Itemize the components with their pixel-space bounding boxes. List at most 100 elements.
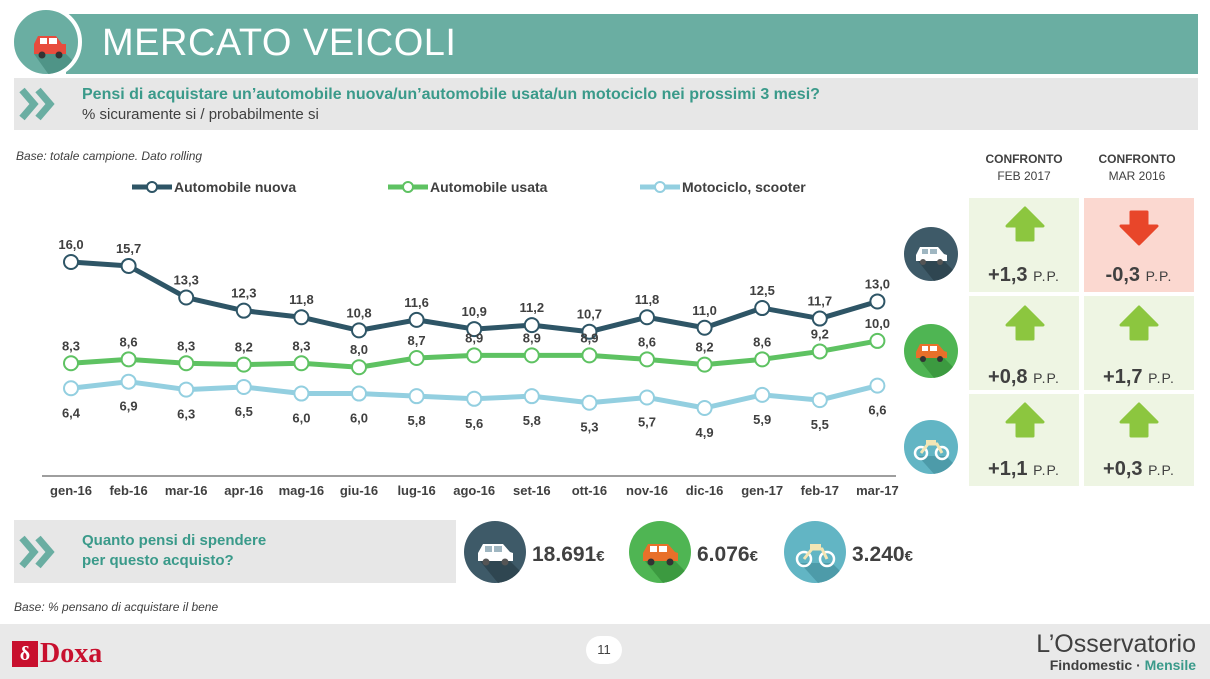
doxa-logo-mark: δ: [12, 641, 38, 667]
data-label: 5,5: [811, 417, 829, 432]
legend-item-automobile-usata: Automobile usata: [388, 178, 547, 196]
legend-swatch: [640, 181, 680, 193]
data-label: 16,0: [58, 237, 83, 252]
data-label: 5,7: [638, 414, 656, 429]
data-point: [120, 257, 137, 274]
x-tick-label: nov-16: [626, 483, 668, 498]
data-point: [120, 373, 137, 390]
car-icon: [10, 6, 82, 78]
series-line-0: [70, 259, 879, 335]
data-label: 8,3: [62, 338, 80, 353]
data-point: [869, 377, 886, 394]
osservatorio-logo-title: L’Osservatorio: [1036, 630, 1196, 658]
x-tick-label: dic-16: [686, 483, 724, 498]
data-label: 8,9: [523, 330, 541, 345]
x-tick-label: gen-17: [741, 483, 783, 498]
page-number: 11: [586, 636, 622, 664]
data-point: [811, 343, 828, 360]
legend-item-automobile-nuova: Automobile nuova: [132, 178, 296, 196]
data-label: 6,6: [868, 403, 886, 418]
data-label: 6,9: [120, 399, 138, 414]
chevron-double-right-icon: [19, 87, 55, 121]
question-subtitle: % sicuramente si / probabilmente si: [82, 106, 319, 123]
data-point: [581, 394, 598, 411]
arrow-up-icon: [1005, 206, 1045, 242]
data-point: [696, 319, 713, 336]
data-point: [466, 390, 483, 407]
data-label: 11,8: [635, 292, 660, 307]
car-icon: [904, 227, 958, 281]
title-banner: MERCATO VEICOLI: [66, 14, 1198, 74]
data-label: 6,3: [177, 407, 195, 422]
data-label: 15,7: [116, 241, 141, 256]
data-point: [293, 309, 310, 326]
series-line-2: [70, 379, 879, 411]
x-tick-label: mar-17: [856, 483, 899, 498]
legend-label: Motociclo, scooter: [682, 179, 806, 195]
x-tick-label: set-16: [513, 483, 551, 498]
data-point: [120, 351, 137, 368]
data-label: 6,4: [62, 405, 81, 420]
footer: δ Doxa 11 L’Osservatorio Findomestic · M…: [0, 624, 1210, 679]
data-point: [639, 351, 655, 368]
legend-label: Automobile usata: [430, 179, 548, 195]
arrow-down-icon: [1119, 210, 1159, 246]
x-tick-label: gen-16: [50, 483, 92, 498]
spending-value-motorcycle: 3.240€: [852, 543, 913, 566]
data-point: [639, 309, 655, 326]
data-point: [639, 389, 655, 406]
car-icon: [629, 521, 691, 583]
comparison-value: +0,8 P.P.: [988, 366, 1060, 388]
data-point: [869, 293, 886, 310]
arrow-up-icon: [1119, 402, 1159, 438]
comparison-header-feb2017: CONFRONTO FEB 2017: [969, 151, 1079, 185]
data-point: [811, 392, 828, 409]
car-icon: [464, 521, 526, 583]
data-label: 5,3: [580, 420, 598, 435]
data-label: 5,6: [465, 416, 483, 431]
data-label: 8,6: [753, 334, 771, 349]
comparison-header-title: CONFRONTO: [985, 152, 1063, 166]
x-tick-label: ago-16: [453, 483, 495, 498]
data-label: 5,9: [753, 412, 771, 427]
legend-item-motociclo: Motociclo, scooter: [640, 178, 806, 196]
data-label: 8,9: [580, 330, 598, 345]
data-point: [235, 378, 252, 395]
data-label: 11,0: [692, 303, 717, 318]
spending-value-used-car: 6.076€: [697, 543, 758, 566]
data-label: 13,0: [865, 276, 890, 291]
data-label: 11,8: [289, 292, 314, 307]
data-point: [63, 254, 79, 270]
spending-band: Quanto pensi di spendere per questo acqu…: [14, 520, 456, 583]
data-label: 8,3: [292, 338, 310, 353]
x-tick-label: feb-17: [801, 483, 839, 498]
data-point: [811, 310, 828, 327]
data-label: 10,7: [577, 307, 602, 322]
data-point: [408, 350, 425, 367]
data-label: 6,5: [235, 404, 253, 419]
data-point: [63, 380, 79, 397]
legend-swatch: [388, 181, 428, 193]
comparison-header-mar2016: CONFRONTO MAR 2016: [1082, 151, 1192, 185]
data-point: [408, 388, 425, 405]
data-label: 6,0: [292, 411, 310, 426]
base-note: Base: totale campione. Dato rolling: [16, 149, 203, 163]
data-label: 11,6: [404, 295, 429, 310]
data-point: [754, 386, 771, 403]
data-point: [523, 317, 540, 334]
data-point: [178, 381, 195, 398]
data-point: [351, 359, 367, 376]
x-tick-label: feb-16: [109, 483, 147, 498]
motorcycle-icon: [784, 521, 846, 583]
car-icon: [904, 324, 958, 378]
x-tick-label: mar-16: [165, 483, 208, 498]
data-label: 11,7: [808, 294, 833, 309]
data-point: [408, 311, 425, 328]
doxa-logo: δ Doxa: [12, 638, 102, 670]
question-band: Pensi di acquistare un’automobile nuova/…: [14, 78, 1198, 130]
data-label: 10,0: [865, 316, 890, 331]
data-point: [581, 347, 598, 364]
data-point: [235, 356, 252, 373]
data-point: [869, 332, 886, 349]
data-label: 10,9: [462, 304, 487, 319]
